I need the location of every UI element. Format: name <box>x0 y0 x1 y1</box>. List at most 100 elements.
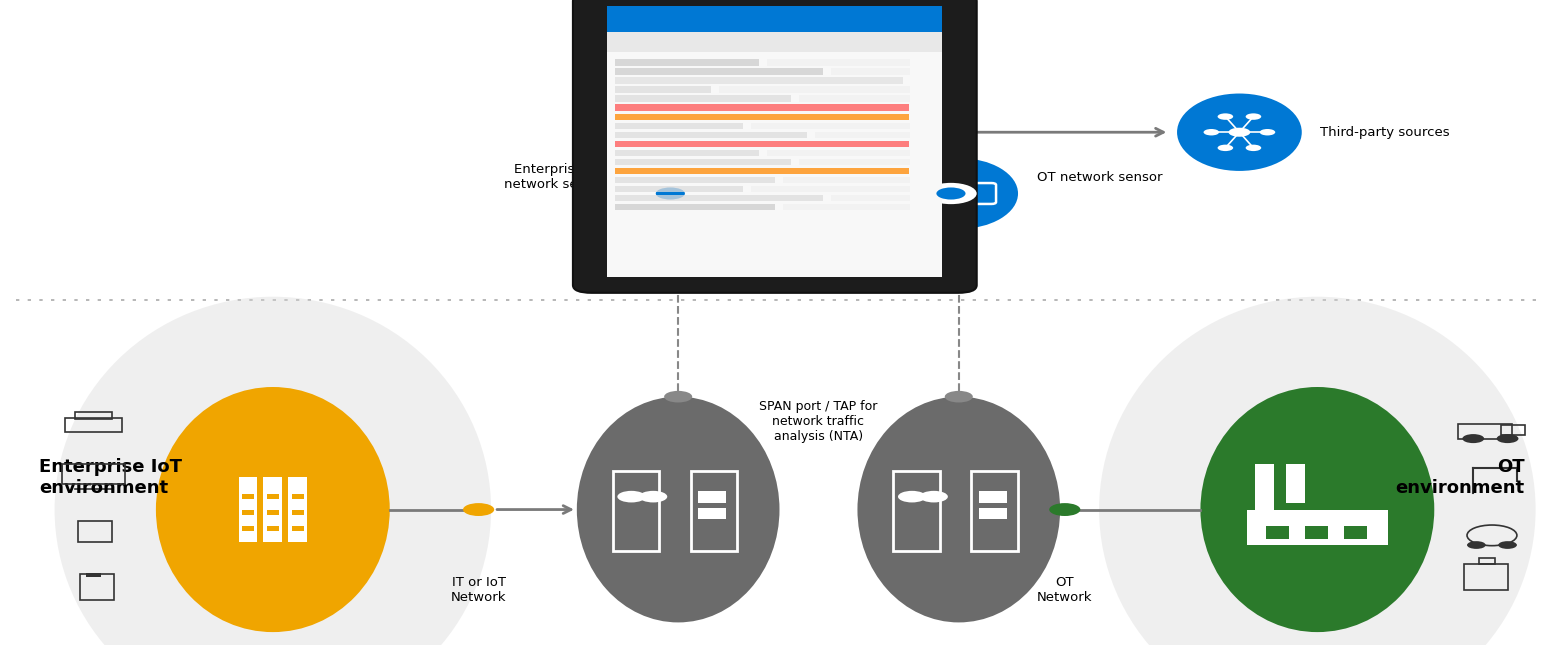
Bar <box>783 204 910 210</box>
Circle shape <box>937 188 965 199</box>
Bar <box>1286 464 1305 503</box>
Bar <box>831 195 910 201</box>
Bar <box>1344 526 1367 539</box>
Circle shape <box>1467 541 1486 549</box>
Bar <box>614 95 790 102</box>
Circle shape <box>1049 503 1080 516</box>
Bar <box>242 510 254 515</box>
Text: SPAN port / TAP for
network traffic
analysis (NTA): SPAN port / TAP for network traffic anal… <box>759 400 878 443</box>
Bar <box>691 471 737 551</box>
Circle shape <box>945 391 973 402</box>
Circle shape <box>898 491 926 502</box>
Bar <box>698 508 726 519</box>
Bar <box>614 59 759 66</box>
Bar <box>614 86 711 93</box>
Bar <box>614 168 909 174</box>
Ellipse shape <box>1200 387 1434 632</box>
Bar <box>614 68 823 75</box>
Circle shape <box>1218 144 1233 151</box>
Circle shape <box>924 183 976 204</box>
Bar <box>78 521 112 542</box>
Bar <box>767 59 910 66</box>
Ellipse shape <box>1099 297 1536 645</box>
Circle shape <box>463 503 494 516</box>
Ellipse shape <box>577 397 780 622</box>
Bar <box>979 508 1007 519</box>
Bar <box>292 510 304 515</box>
Bar <box>783 177 910 183</box>
Bar <box>614 114 909 120</box>
Bar <box>1305 526 1328 539</box>
Circle shape <box>644 183 695 204</box>
Bar <box>267 526 279 531</box>
Circle shape <box>617 491 645 502</box>
Circle shape <box>920 491 948 502</box>
Bar <box>242 526 254 531</box>
Bar <box>614 141 909 147</box>
Bar <box>893 471 940 551</box>
Bar <box>614 204 775 210</box>
Bar <box>614 132 808 138</box>
Circle shape <box>656 188 684 199</box>
Circle shape <box>1497 434 1518 443</box>
Bar <box>263 477 282 542</box>
Bar <box>606 6 942 32</box>
Bar <box>1464 564 1508 590</box>
Bar <box>606 6 942 277</box>
Circle shape <box>1246 144 1261 151</box>
Bar <box>698 491 726 503</box>
Ellipse shape <box>900 158 1018 229</box>
Circle shape <box>1204 129 1219 135</box>
Bar <box>613 471 659 551</box>
Bar <box>614 104 909 111</box>
Text: Microsoft Defender for IoT: Microsoft Defender for IoT <box>619 10 931 30</box>
Bar <box>80 574 114 600</box>
Circle shape <box>1462 434 1484 443</box>
Bar <box>751 123 910 129</box>
Bar <box>798 95 910 102</box>
Text: OT network sensor: OT network sensor <box>1037 171 1163 184</box>
Bar <box>267 494 279 499</box>
Bar <box>292 526 304 531</box>
Bar <box>614 159 790 165</box>
Circle shape <box>639 491 667 502</box>
Bar <box>767 150 910 156</box>
Bar <box>292 494 304 499</box>
Ellipse shape <box>857 397 1060 622</box>
Circle shape <box>1498 541 1517 549</box>
Bar <box>814 132 910 138</box>
Bar <box>831 68 910 75</box>
Text: OT
Network: OT Network <box>1037 576 1093 604</box>
Bar <box>1501 425 1525 435</box>
Bar <box>1479 558 1495 564</box>
Text: OT
environment: OT environment <box>1395 458 1525 497</box>
Ellipse shape <box>1177 94 1302 171</box>
Bar <box>614 186 744 192</box>
Bar <box>267 510 279 515</box>
Bar <box>86 573 101 577</box>
Bar <box>62 464 125 484</box>
Circle shape <box>1228 128 1250 137</box>
Bar <box>614 177 775 183</box>
Bar <box>1247 510 1388 545</box>
Circle shape <box>1260 129 1275 135</box>
Bar <box>614 77 903 84</box>
FancyBboxPatch shape <box>574 0 976 293</box>
Circle shape <box>664 391 692 402</box>
Text: Enterprise IoT
environment: Enterprise IoT environment <box>39 458 182 497</box>
Bar <box>719 86 910 93</box>
Text: Third-party sources: Third-party sources <box>1320 126 1450 139</box>
Bar <box>614 123 744 129</box>
Bar <box>606 32 942 52</box>
Bar <box>971 471 1018 551</box>
Bar <box>1255 464 1274 510</box>
Bar <box>1266 526 1289 539</box>
Ellipse shape <box>55 297 491 645</box>
Bar <box>65 418 122 432</box>
Bar <box>75 412 112 419</box>
Ellipse shape <box>619 158 737 229</box>
Text: Enterprise IoT
network sensor: Enterprise IoT network sensor <box>504 163 606 192</box>
Bar <box>239 477 257 542</box>
Bar <box>751 186 910 192</box>
Circle shape <box>1218 114 1233 120</box>
